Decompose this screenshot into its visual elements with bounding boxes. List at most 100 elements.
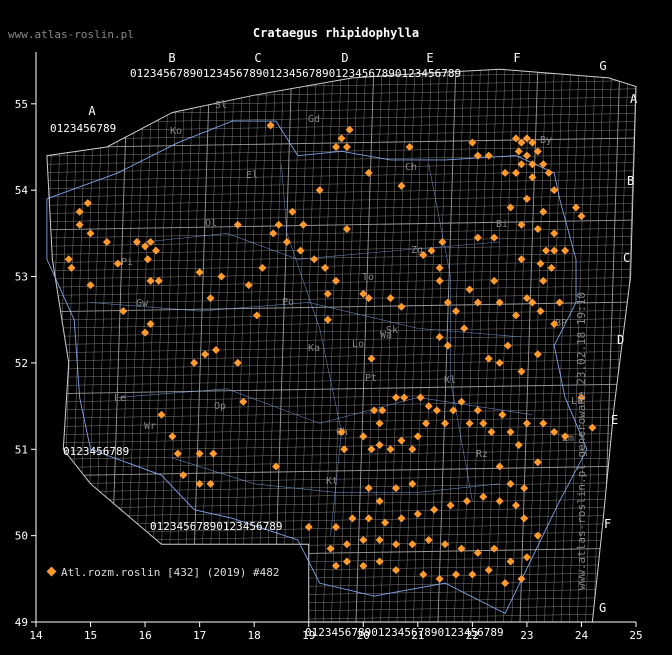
region-code-label: Ko — [170, 126, 182, 137]
occurrence-point — [413, 510, 422, 519]
occurrence-point — [424, 402, 433, 411]
occurrence-point — [533, 458, 542, 467]
occurrence-point — [572, 203, 580, 212]
occurrence-point — [146, 276, 155, 285]
occurrence-point — [424, 535, 433, 544]
occurrence-point — [522, 294, 531, 303]
x-tick-label: 21 — [411, 629, 424, 642]
side-note: www.atlas-roslin.pl generowane 23.02.18 … — [575, 291, 588, 590]
occurrence-point — [345, 125, 354, 134]
occurrence-point — [490, 233, 499, 242]
grid-digit-strip: 0123456789 — [50, 122, 116, 135]
occurrence-point — [119, 307, 128, 316]
occurrence-point — [550, 229, 559, 238]
occurrence-point — [452, 307, 460, 316]
occurrence-point — [321, 263, 330, 272]
occurrence-point — [332, 523, 340, 531]
occurrence-point — [416, 393, 425, 402]
occurrence-point — [397, 302, 406, 311]
occurrence-point — [441, 540, 450, 549]
occurrence-point — [201, 350, 210, 359]
occurrence-point — [359, 535, 368, 544]
occurrence-point — [113, 259, 122, 268]
occurrence-point — [435, 276, 444, 285]
occurrence-point — [473, 406, 482, 415]
occurrence-point — [506, 428, 515, 436]
occurrence-point — [332, 276, 340, 285]
occurrence-point — [342, 557, 351, 566]
occurrence-point — [506, 203, 515, 212]
occurrence-point — [266, 121, 275, 130]
occurrence-point — [408, 479, 417, 488]
occurrence-point — [400, 393, 409, 402]
occurrence-point — [359, 432, 368, 441]
occurrence-point — [539, 276, 548, 285]
occurrence-point — [332, 143, 340, 151]
occurrence-point — [364, 168, 373, 177]
y-tick-label: 52 — [15, 357, 28, 370]
occurrence-point — [468, 138, 477, 147]
x-tick-label: 15 — [84, 629, 97, 642]
region-code-label: BP — [555, 318, 567, 329]
occurrence-point — [342, 540, 351, 549]
occurrence-point — [206, 479, 215, 488]
occurrence-point — [517, 160, 526, 169]
region-code-label: Lu — [571, 396, 583, 407]
grid-digit-strip: 0123456789 — [63, 445, 129, 458]
occurrence-point — [141, 328, 150, 337]
occurrence-point — [528, 138, 537, 147]
occurrence-point — [522, 194, 531, 203]
occurrence-point — [495, 462, 504, 471]
region-code-label: Sk — [386, 325, 398, 336]
region-code-label: Op — [214, 401, 226, 412]
occurrence-point — [244, 281, 253, 290]
x-tick-label: 14 — [29, 629, 43, 642]
occurrence-point — [195, 479, 204, 488]
grid-digit-strip: 0123456789012345678901234567890123456789… — [130, 67, 461, 80]
occurrence-point — [272, 462, 280, 471]
occurrence-point — [435, 333, 444, 341]
occurrence-point — [536, 259, 545, 268]
region-code-label: Wa — [380, 330, 392, 341]
grid-row-label: A — [630, 92, 638, 106]
occurrence-point — [206, 294, 215, 303]
occurrence-point — [522, 419, 531, 428]
region-code-label: Pi — [121, 257, 133, 268]
occurrence-point — [517, 138, 526, 147]
region-code-label: Lo — [352, 339, 364, 350]
x-tick-label: 20 — [357, 629, 370, 642]
grid-row-label: C — [623, 251, 630, 265]
grid-column-label: F — [513, 51, 520, 65]
grid-digit-strip: 01234567890123456789 — [150, 520, 282, 533]
occurrence-point — [348, 514, 357, 523]
axes: 14 15 16 17 18 19 20 21 22 23 24 25 55 54 53 52 51 50 49 — [15, 52, 643, 642]
occurrence-point — [375, 440, 384, 449]
occurrence-point — [435, 263, 444, 272]
region-border — [117, 388, 533, 424]
occurrence-point — [64, 255, 73, 264]
grid-column-label: G — [599, 59, 606, 73]
occurrence-point — [588, 423, 597, 432]
grid-row-label: B — [627, 174, 634, 188]
occurrence-point — [528, 160, 537, 169]
occurrence-point — [342, 143, 351, 151]
occurrence-point — [512, 168, 520, 177]
grid-column-label: C — [254, 51, 261, 65]
occurrence-point — [252, 311, 261, 320]
occurrence-point — [517, 574, 526, 583]
occurrence-point — [487, 428, 496, 436]
occurrence-point — [528, 298, 537, 307]
occurrence-point — [498, 410, 507, 419]
occurrence-point — [269, 229, 278, 238]
occurrence-point — [340, 445, 349, 454]
occurrence-point — [397, 514, 406, 523]
occurrence-point — [517, 255, 526, 264]
occurrence-point — [539, 160, 548, 169]
occurrence-point — [367, 445, 376, 454]
occurrence-point — [154, 276, 163, 285]
occurrence-point — [168, 432, 177, 441]
occurrence-point — [435, 574, 444, 583]
occurrence-point — [310, 255, 319, 264]
